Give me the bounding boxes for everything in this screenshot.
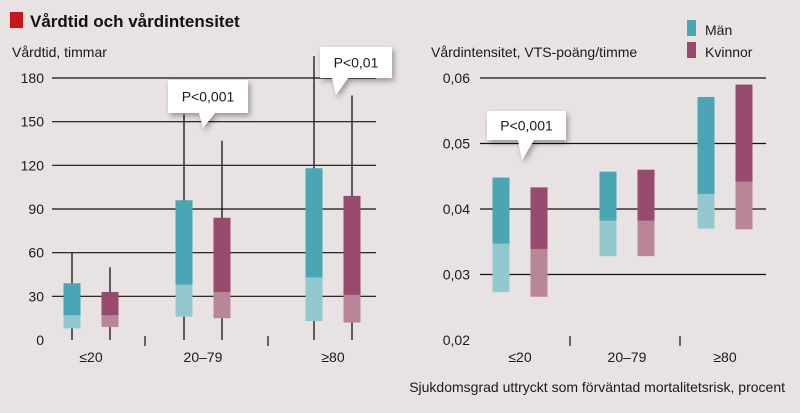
box-lower-man [63, 315, 81, 329]
box-upper-man [697, 96, 715, 194]
box-upper-man [305, 168, 323, 278]
p-value-callout [487, 111, 566, 160]
legend-label-woman: Kvinnor [705, 44, 753, 60]
y-tick-label: 150 [21, 114, 45, 130]
box-upper-man [492, 177, 510, 244]
y-tick-label: 0 [36, 332, 44, 348]
x-tick-label: 20–79 [608, 349, 647, 365]
box-upper-man [175, 200, 193, 285]
chart-title: Vårdtid och vårdintensitet [30, 12, 240, 31]
x-tick-label: ≥80 [713, 349, 736, 365]
box-upper-woman [213, 217, 231, 292]
y-tick-label: 0,02 [443, 332, 470, 348]
p-value-label: P<0,001 [182, 89, 235, 105]
x-tick-label: ≤20 [508, 349, 531, 365]
y-tick-label: 0,06 [443, 70, 470, 86]
box-lower-man [697, 193, 715, 229]
left-y-axis-label: Vårdtid, timmar [12, 44, 107, 60]
p-value-callout [320, 47, 392, 95]
x-axis-label: Sjukdomsgrad uttryckt som förväntad mort… [409, 379, 785, 395]
y-tick-label: 30 [28, 288, 44, 304]
y-tick-label: 180 [21, 70, 45, 86]
box-lower-woman [213, 291, 231, 319]
legend-swatch-woman [687, 42, 696, 58]
p-value-label: P<0,01 [334, 55, 379, 71]
box-upper-man [599, 171, 617, 221]
x-tick-label: ≤20 [79, 349, 102, 365]
box-lower-woman [343, 294, 361, 323]
left-plot: 0 30 60 90 120 150 180 ≤20 20–79 ≥80 P<0,001 P<0,01 [21, 47, 392, 365]
legend-swatch-man [687, 20, 696, 36]
box-lower-woman [637, 220, 655, 257]
y-tick-label: 90 [28, 201, 44, 217]
x-tick-label: ≥80 [321, 349, 344, 365]
x-tick-label: 20–79 [184, 349, 223, 365]
right-y-axis-label: Vårdintensitet, VTS-poäng/timme [431, 44, 637, 60]
p-value-callout [168, 80, 248, 128]
box-upper-woman [530, 187, 548, 249]
box-upper-woman [637, 169, 655, 221]
box-upper-woman [101, 291, 119, 316]
box-upper-woman [343, 195, 361, 295]
box-lower-man [175, 284, 193, 317]
y-tick-label: 0,05 [443, 136, 470, 152]
title-square [10, 12, 23, 28]
box-lower-woman [101, 315, 119, 327]
box-lower-man [305, 277, 323, 322]
box-lower-woman [735, 181, 753, 230]
box-upper-man [63, 283, 81, 316]
y-tick-label: 0,03 [443, 267, 470, 283]
y-tick-label: 120 [21, 157, 45, 173]
box-lower-woman [530, 248, 548, 297]
p-value-label: P<0,001 [500, 118, 553, 134]
y-tick-label: 60 [28, 245, 44, 261]
box-lower-man [599, 220, 617, 257]
box-upper-woman [735, 84, 753, 182]
y-tick-label: 0,04 [443, 201, 470, 217]
legend-label-man: Män [705, 22, 732, 38]
right-plot: 0,02 0,03 0,04 0,05 0,06 ≤20 20–79 ≥80 P<0,001 [443, 70, 766, 365]
box-lower-man [492, 243, 510, 293]
